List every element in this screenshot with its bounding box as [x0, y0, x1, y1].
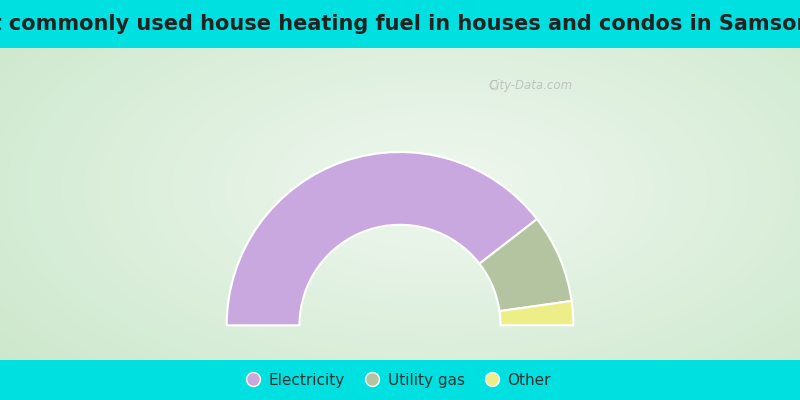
- Text: Most commonly used house heating fuel in houses and condos in Samson, AL: Most commonly used house heating fuel in…: [0, 14, 800, 34]
- Text: ⓘ: ⓘ: [490, 80, 497, 90]
- Wedge shape: [479, 219, 572, 311]
- Wedge shape: [499, 301, 574, 325]
- Text: City-Data.com: City-Data.com: [489, 79, 573, 92]
- Wedge shape: [226, 152, 537, 325]
- Legend: Electricity, Utility gas, Other: Electricity, Utility gas, Other: [242, 365, 558, 395]
